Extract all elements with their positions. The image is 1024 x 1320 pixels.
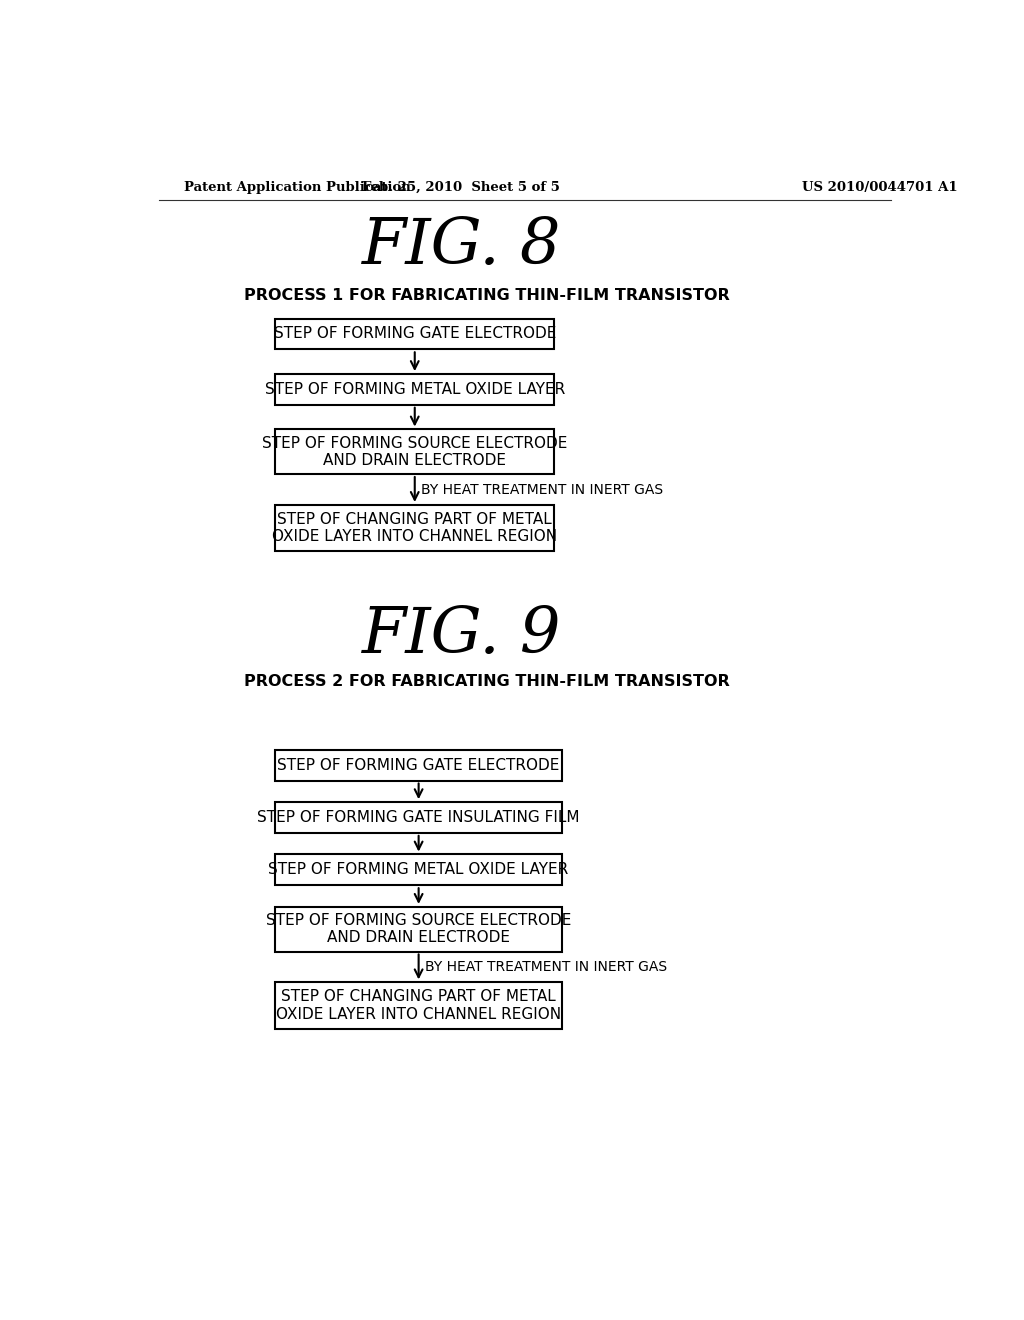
Text: BY HEAT TREATMENT IN INERT GAS: BY HEAT TREATMENT IN INERT GAS: [425, 960, 667, 974]
Text: BY HEAT TREATMENT IN INERT GAS: BY HEAT TREATMENT IN INERT GAS: [421, 483, 664, 496]
FancyBboxPatch shape: [275, 907, 562, 952]
Text: FIG. 8: FIG. 8: [361, 216, 561, 277]
Text: Feb. 25, 2010  Sheet 5 of 5: Feb. 25, 2010 Sheet 5 of 5: [362, 181, 560, 194]
Text: Patent Application Publication: Patent Application Publication: [183, 181, 411, 194]
Text: STEP OF FORMING SOURCE ELECTRODE
AND DRAIN ELECTRODE: STEP OF FORMING SOURCE ELECTRODE AND DRA…: [262, 436, 567, 469]
Text: PROCESS 1 FOR FABRICATING THIN-FILM TRANSISTOR: PROCESS 1 FOR FABRICATING THIN-FILM TRAN…: [245, 288, 730, 304]
Text: STEP OF FORMING METAL OXIDE LAYER: STEP OF FORMING METAL OXIDE LAYER: [268, 862, 568, 878]
FancyBboxPatch shape: [275, 318, 554, 350]
FancyBboxPatch shape: [275, 803, 562, 833]
FancyBboxPatch shape: [275, 854, 562, 886]
Text: STEP OF CHANGING PART OF METAL
OXIDE LAYER INTO CHANNEL REGION: STEP OF CHANGING PART OF METAL OXIDE LAY…: [272, 512, 557, 544]
Text: FIG. 9: FIG. 9: [361, 605, 561, 667]
Text: STEP OF FORMING METAL OXIDE LAYER: STEP OF FORMING METAL OXIDE LAYER: [264, 381, 565, 397]
Text: STEP OF FORMING GATE ELECTRODE: STEP OF FORMING GATE ELECTRODE: [278, 758, 560, 772]
Text: US 2010/0044701 A1: US 2010/0044701 A1: [802, 181, 957, 194]
FancyBboxPatch shape: [275, 429, 554, 474]
Text: STEP OF CHANGING PART OF METAL
OXIDE LAYER INTO CHANNEL REGION: STEP OF CHANGING PART OF METAL OXIDE LAY…: [276, 989, 561, 1022]
Text: STEP OF FORMING SOURCE ELECTRODE
AND DRAIN ELECTRODE: STEP OF FORMING SOURCE ELECTRODE AND DRA…: [266, 913, 571, 945]
Text: PROCESS 2 FOR FABRICATING THIN-FILM TRANSISTOR: PROCESS 2 FOR FABRICATING THIN-FILM TRAN…: [245, 675, 730, 689]
Text: STEP OF FORMING GATE ELECTRODE: STEP OF FORMING GATE ELECTRODE: [273, 326, 556, 342]
FancyBboxPatch shape: [275, 750, 562, 780]
FancyBboxPatch shape: [275, 982, 562, 1028]
FancyBboxPatch shape: [275, 506, 554, 552]
Text: STEP OF FORMING GATE INSULATING FILM: STEP OF FORMING GATE INSULATING FILM: [257, 810, 580, 825]
FancyBboxPatch shape: [275, 374, 554, 405]
